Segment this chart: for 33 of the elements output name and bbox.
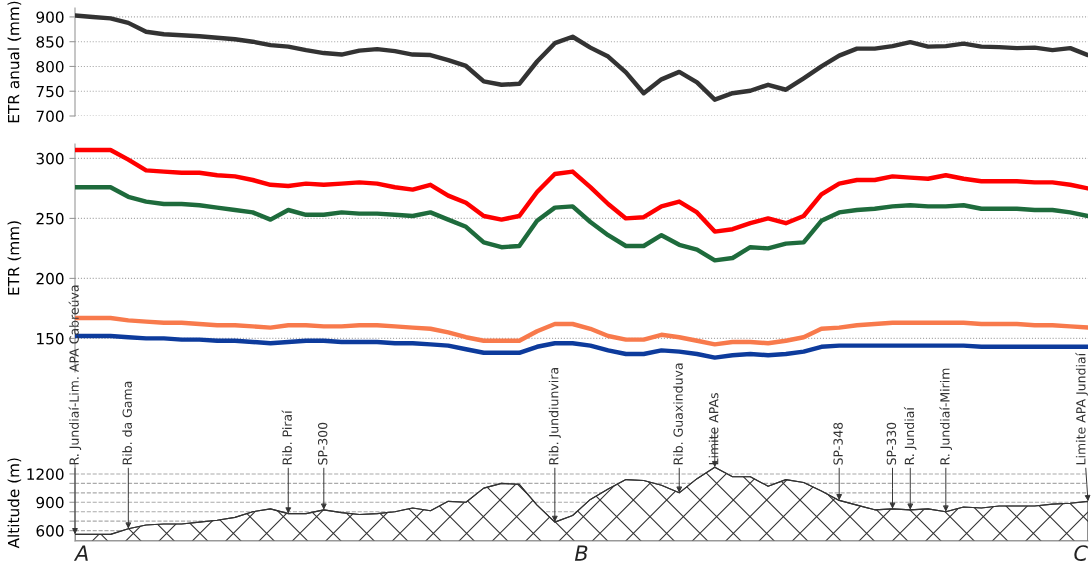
y-tick-label: 300 [36, 152, 64, 165]
x-tick-label: Limite APA Jundiaí [1075, 352, 1088, 465]
x-tick-label: Limite APAs [708, 393, 719, 465]
x-tick-label: Rib. da Gama [122, 381, 132, 465]
y-tick-label: 250 [36, 212, 64, 225]
x-tick-label: R. Jundiaí-Mirim [939, 368, 952, 465]
y-tick-label: 600 [36, 525, 64, 537]
y-tick-label: 900 [36, 496, 64, 509]
y-tick-label: 700 [36, 110, 64, 123]
x-tick-label: SP-330 [886, 422, 897, 465]
y-axis-title: Altitude (m) [7, 458, 22, 549]
x-tick-label: Rib. Guaxinduva [673, 363, 683, 465]
x-tick-label: R. Jundiaí [903, 406, 917, 465]
y-tick-label: 750 [36, 85, 64, 98]
line-series [75, 184, 1088, 263]
y-tick-label: 800 [36, 60, 64, 73]
text: A [73, 545, 88, 561]
y-tick-label: 850 [36, 36, 64, 48]
text: B [574, 545, 588, 561]
y-tick-label: 1200 [27, 468, 64, 480]
x-tick-label: SP-300 [317, 422, 328, 465]
y-axis-title: ETR (mm) [7, 221, 22, 295]
y-axis-title: ETR anual (mm) [7, 1, 22, 123]
y-tick-label: 150 [37, 332, 64, 345]
y-tick-label: 900 [36, 11, 64, 23]
x-tick-label: SP-348 [833, 422, 843, 465]
text: C [1074, 545, 1088, 561]
y-tick-label: 200 [36, 272, 64, 285]
x-tick-label: Rib. Piraí [281, 410, 292, 465]
x-tick-label: R. Jundiaí-Lim. APA Cabreúva [68, 285, 82, 465]
line-series [75, 13, 1088, 102]
line-series [75, 147, 1088, 234]
x-tick-label: Rib. Jundiunvira [548, 368, 561, 465]
